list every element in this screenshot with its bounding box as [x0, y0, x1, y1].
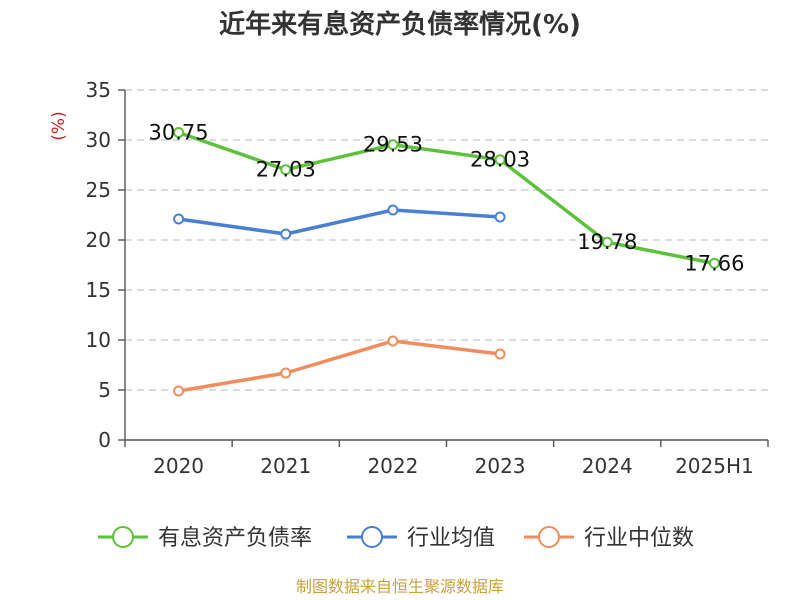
y-axis-unit-label: (%): [49, 111, 69, 140]
legend-label: 有息资产负债率: [158, 526, 312, 551]
x-tick-label: 2024: [582, 454, 633, 478]
series-1: [173, 204, 506, 240]
legend-item: 行业均值: [347, 526, 495, 551]
x-tick-label: 2020: [153, 454, 204, 478]
grid-lines: [125, 89, 768, 391]
y-tick-label: 35: [86, 78, 111, 102]
data-point: [280, 367, 292, 379]
data-point: [494, 154, 506, 166]
data-point: [173, 127, 185, 138]
data-label: 30.75: [149, 121, 209, 145]
legend-swatch-marker: [361, 526, 383, 548]
chart-title: 近年来有息资产负债率情况(%): [219, 9, 581, 40]
x-tick-label: 2025H1: [675, 454, 754, 478]
series-line: [178, 339, 501, 393]
series-2: [173, 335, 506, 397]
data-label: 17.66: [684, 251, 744, 275]
x-tick-label: 2022: [367, 454, 418, 478]
series-0: [173, 127, 720, 269]
data-point: [601, 236, 613, 248]
x-tick-label: 2023: [475, 454, 526, 478]
data-point: [173, 213, 185, 225]
data-label: 29.53: [363, 133, 423, 157]
series-line: [178, 130, 715, 266]
data-point: [280, 228, 292, 240]
data-point: [387, 204, 399, 216]
legend-item: 行业中位数: [524, 526, 694, 551]
legend-swatch-marker: [112, 526, 134, 548]
legend-label: 行业均值: [407, 526, 495, 551]
source-note: 制图数据来自恒生聚源数据库: [296, 577, 504, 596]
data-labels: 30.75 27.03 29.53 28.03 19.78 17.66: [149, 121, 745, 276]
y-tick-label: 15: [86, 278, 111, 302]
y-tick-label: 25: [86, 178, 111, 202]
data-point: [494, 348, 506, 360]
legend-swatch-marker: [538, 526, 560, 548]
legend: 有息资产负债率 行业均值 行业中位数: [98, 526, 694, 551]
axes: 0 5 10 15 20 25 30 35 2020 2021 2022 2023 2024 2025H1: [86, 78, 769, 478]
series-layer: [173, 127, 720, 397]
data-point: [387, 335, 399, 347]
legend-label: 行业中位数: [584, 526, 694, 551]
x-tick-label: 2021: [260, 454, 311, 478]
y-tick-label: 0: [98, 428, 111, 452]
data-label: 28.03: [470, 148, 530, 172]
data-label: 19.78: [577, 230, 637, 254]
data-point: [387, 139, 399, 151]
data-point: [708, 257, 720, 269]
data-point: [280, 164, 292, 176]
y-tick-label: 5: [98, 378, 111, 402]
data-point: [494, 211, 506, 223]
legend-item: 有息资产负债率: [98, 526, 312, 551]
data-label: 27.03: [256, 158, 316, 182]
y-tick-label: 20: [86, 228, 111, 252]
series-line: [178, 208, 501, 236]
data-point: [173, 385, 185, 397]
y-tick-label: 30: [86, 128, 111, 152]
y-tick-label: 10: [86, 328, 111, 352]
